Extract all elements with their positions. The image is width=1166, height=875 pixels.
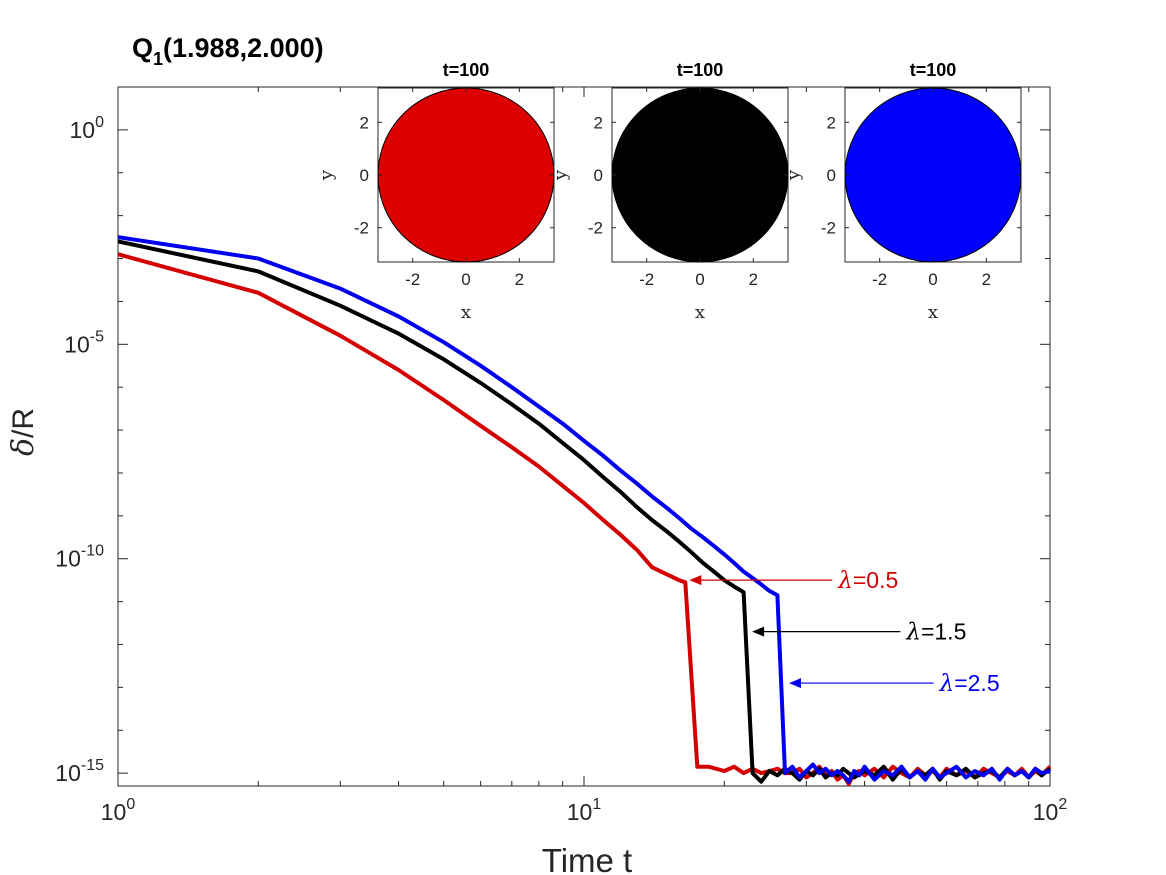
- y-axis-label-suffix: /R: [7, 408, 40, 438]
- series-label-symbol: λ: [905, 620, 921, 646]
- series-label: λ=0.5: [837, 567, 898, 594]
- y-axis-label: δ/R: [6, 408, 41, 456]
- series-label: λ=2.5: [939, 670, 1000, 697]
- inset-y-tick-label: 0: [594, 166, 603, 185]
- x-axis-label: Time t: [542, 842, 632, 875]
- inset-title: t=100: [910, 60, 957, 80]
- series-label-value: =2.5: [954, 670, 999, 696]
- inset-y-tick-label: 2: [827, 113, 836, 132]
- x-tick-label: 102: [1033, 796, 1068, 825]
- inset-x-label: x: [928, 302, 938, 323]
- y-tick-exp: -5: [90, 328, 104, 345]
- inset-y-tick-label: 2: [594, 113, 603, 132]
- inset-x-tick-label: -2: [872, 270, 887, 289]
- inset-x-tick-label: 2: [982, 270, 991, 289]
- x-tick-exp: 1: [592, 796, 601, 813]
- inset-panels: -2 -2 0 0 2 2 t=100 x y -2 -2 0 0 2 2 t=100 x y -2 -2 0 0 2 2 t=…: [316, 60, 1022, 323]
- annotation-arrow-head: [752, 626, 765, 637]
- annotation-arrow-head: [689, 575, 702, 586]
- inset-x-tick-label: 0: [928, 270, 937, 289]
- series-label-symbol: λ: [837, 568, 853, 594]
- chart-title: Q1(1.988,2.000): [132, 33, 324, 69]
- inset-y-tick-label: 2: [360, 113, 369, 132]
- chart-title-main: Q: [132, 33, 153, 63]
- y-tick-exp: -15: [81, 757, 104, 774]
- series-label-value: =1.5: [921, 619, 966, 645]
- x-tick-base: 10: [101, 799, 127, 825]
- inset-y-tick-label: -2: [821, 219, 836, 238]
- y-tick-exp: 0: [95, 114, 104, 131]
- chart-title-subscript: 1: [153, 49, 163, 69]
- inset-x-label: x: [461, 302, 471, 323]
- inset-disc: [377, 87, 555, 263]
- inset-y-label: y: [783, 169, 804, 181]
- y-tick-exp: -10: [81, 543, 104, 560]
- x-tick-exp: 0: [126, 796, 135, 813]
- inset-disc: [844, 87, 1022, 263]
- inset-x-tick-label: 2: [515, 270, 524, 289]
- y-tick-base: 10: [70, 117, 96, 143]
- x-tick-label: 101: [567, 796, 602, 825]
- main-annotations: λ=0.5λ=1.5λ=2.5: [689, 567, 1000, 697]
- inset-disc: [611, 87, 789, 263]
- x-tick-label: 100: [101, 796, 136, 825]
- main-x-ticks: 100 101 102: [101, 87, 1068, 825]
- inset-y-label: y: [316, 169, 337, 181]
- inset-y-label: y: [550, 169, 571, 181]
- inset-title: t=100: [443, 60, 490, 80]
- y-tick-label: 10-15: [55, 757, 104, 786]
- inset-panel: -2 -2 0 0 2 2 t=100 x y: [550, 60, 789, 323]
- inset-x-tick-label: 0: [461, 270, 470, 289]
- y-tick-base: 10: [55, 546, 81, 572]
- inset-y-tick-label: -2: [354, 219, 369, 238]
- inset-x-tick-label: -2: [639, 270, 654, 289]
- inset-y-tick-label: 0: [827, 166, 836, 185]
- x-tick-base: 10: [1033, 799, 1059, 825]
- series-label: λ=1.5: [905, 619, 966, 646]
- main-series-group: [117, 235, 1052, 786]
- inset-title: t=100: [677, 60, 724, 80]
- inset-panel: -2 -2 0 0 2 2 t=100 x y: [316, 60, 555, 323]
- chart-title-suffix: (1.988,2.000): [163, 33, 324, 63]
- y-tick-base: 10: [55, 760, 81, 786]
- inset-x-tick-label: 2: [749, 270, 758, 289]
- series-line: [117, 239, 1052, 784]
- y-axis-label-symbol: δ: [6, 438, 41, 456]
- annotation-arrow-head: [789, 678, 802, 689]
- x-tick-exp: 2: [1058, 796, 1067, 813]
- inset-panel: -2 -2 0 0 2 2 t=100 x y: [783, 60, 1022, 323]
- y-tick-base: 10: [64, 331, 90, 357]
- inset-x-tick-label: -2: [405, 270, 420, 289]
- y-tick-label: 10-10: [55, 543, 104, 572]
- y-tick-label: 10-5: [64, 328, 104, 357]
- inset-y-tick-label: 0: [360, 166, 369, 185]
- series-label-value: =0.5: [853, 567, 898, 593]
- x-tick-base: 10: [567, 799, 593, 825]
- inset-x-tick-label: 0: [695, 270, 704, 289]
- inset-x-label: x: [695, 302, 705, 323]
- series-label-symbol: λ: [939, 671, 955, 697]
- series-line: [117, 235, 1051, 784]
- inset-y-tick-label: -2: [588, 219, 603, 238]
- y-tick-label: 100: [70, 114, 105, 143]
